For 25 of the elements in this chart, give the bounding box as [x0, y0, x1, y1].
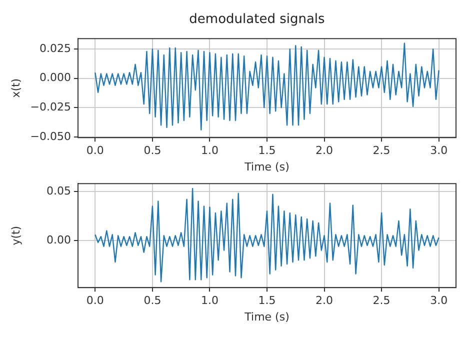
x-axis-title: Time (s)	[244, 160, 290, 174]
x-tick-label: 1.0	[200, 294, 218, 308]
y-tick-label: 0.025	[40, 42, 71, 55]
y-axis-title: x(t)	[9, 78, 22, 98]
x-tick-label: 2.0	[316, 144, 334, 158]
x-tick-label: 0.5	[144, 144, 162, 158]
x-tick-label: 1.5	[258, 294, 276, 308]
y-axis-title: y(t)	[9, 226, 22, 246]
x-tick-label: 0.0	[86, 144, 104, 158]
x-tick-label: 1.5	[258, 144, 276, 158]
x-tick-label: 3.0	[430, 294, 448, 308]
y-tick-label: 0.05	[46, 184, 71, 198]
x-tick-label: 2.5	[372, 144, 390, 158]
y-tick-label: −0.025	[30, 100, 71, 114]
y-tick-label: 0.00	[46, 233, 71, 246]
x-tick-label: 1.0	[200, 144, 218, 158]
y-tick-label: −0.050	[30, 130, 71, 143]
x-tick-label: 0.0	[86, 294, 104, 308]
x-tick-label: 3.0	[430, 144, 448, 158]
x-tick-label: 2.5	[372, 294, 390, 308]
x-axis-title: Time (s)	[244, 310, 290, 324]
x-tick-label: 2.0	[316, 294, 334, 308]
x-tick-label: 0.5	[144, 294, 162, 308]
chart-title: demodulated signals	[188, 11, 326, 29]
y-tick-label: 0.000	[40, 71, 71, 84]
